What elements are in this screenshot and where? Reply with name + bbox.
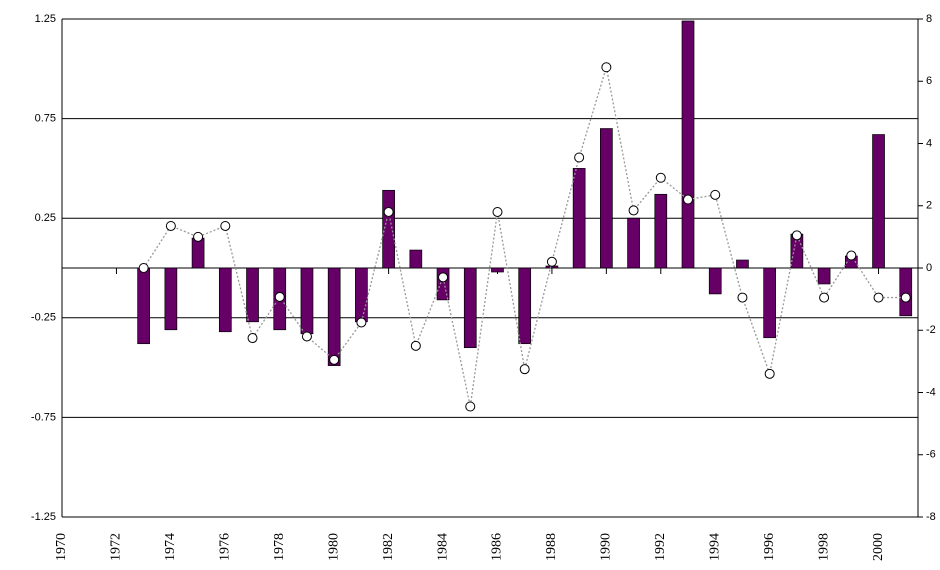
- marker: [193, 231, 204, 242]
- marker: [383, 206, 394, 217]
- x-tick-label: 1992: [653, 533, 668, 561]
- marker: [519, 364, 530, 375]
- marker: [764, 368, 775, 379]
- bar: [491, 267, 504, 273]
- bar: [654, 193, 668, 269]
- marker: [900, 292, 911, 303]
- marker: [601, 62, 612, 73]
- x-tick-label: 2000: [871, 533, 886, 561]
- bar: [572, 168, 586, 269]
- bar: [627, 217, 640, 269]
- x-tick-label: 1996: [762, 533, 777, 561]
- marker: [873, 292, 884, 303]
- marker: [819, 292, 830, 303]
- y2-tick-label: -8: [926, 511, 936, 523]
- bar: [191, 237, 205, 269]
- x-tick-label: 1970: [54, 533, 69, 561]
- bar: [763, 267, 777, 339]
- x-tick-label: 1972: [109, 533, 124, 561]
- x-tick-label: 1986: [490, 533, 505, 561]
- marker: [165, 220, 176, 231]
- marker: [438, 272, 449, 283]
- marker: [683, 194, 694, 205]
- bar: [600, 128, 613, 269]
- x-tick-label: 1974: [163, 533, 178, 561]
- x-tick-label: 1998: [816, 533, 831, 561]
- bar: [899, 267, 913, 317]
- y-tick-label: -0.75: [31, 411, 56, 423]
- marker: [710, 189, 721, 200]
- marker: [574, 152, 585, 163]
- x-tick-label: 1994: [707, 533, 722, 561]
- y2-tick-label: 0: [926, 262, 932, 274]
- y2-tick-label: 2: [926, 200, 932, 212]
- y-tick-label: 0.25: [35, 212, 56, 224]
- y-tick-label: 0.75: [35, 113, 56, 125]
- marker: [791, 230, 802, 241]
- marker: [846, 250, 857, 261]
- marker: [410, 340, 421, 351]
- marker: [356, 317, 367, 328]
- bar: [246, 267, 259, 323]
- bar: [164, 267, 178, 331]
- bar: [872, 134, 885, 269]
- marker: [655, 172, 666, 183]
- bar: [817, 267, 831, 285]
- bar: [736, 259, 749, 269]
- bar: [327, 267, 341, 366]
- x-tick-label: 1990: [599, 533, 614, 561]
- y-tick-label: -1.25: [31, 511, 56, 523]
- marker: [247, 333, 258, 344]
- bar: [355, 267, 368, 323]
- marker: [301, 331, 312, 342]
- marker: [465, 401, 476, 412]
- x-tick-label: 1988: [544, 533, 559, 561]
- y-tick-label: 1.25: [35, 13, 56, 25]
- x-tick-label: 1984: [435, 533, 450, 561]
- bar: [708, 267, 722, 295]
- bar: [409, 249, 423, 269]
- y2-tick-label: -6: [926, 449, 936, 461]
- y2-tick-label: 6: [926, 75, 932, 87]
- x-tick-label: 1976: [218, 533, 233, 561]
- marker: [492, 206, 503, 217]
- y-tick-label: -0.25: [31, 312, 56, 324]
- bar: [436, 267, 450, 301]
- marker: [546, 256, 557, 267]
- bar: [463, 267, 477, 349]
- bar: [681, 20, 695, 269]
- y2-tick-label: 4: [926, 137, 932, 149]
- bar: [218, 267, 232, 333]
- y2-tick-label: 8: [926, 13, 932, 25]
- marker: [628, 205, 639, 216]
- line: [143, 67, 906, 407]
- marker: [329, 354, 340, 365]
- marker: [274, 291, 285, 302]
- bar: [300, 267, 314, 335]
- marker: [220, 220, 231, 231]
- x-tick-label: 1980: [326, 533, 341, 561]
- y2-tick-label: -4: [926, 386, 936, 398]
- x-tick-label: 1982: [381, 533, 396, 561]
- bar: [518, 267, 532, 345]
- x-tick-label: 1978: [272, 533, 287, 561]
- bar: [137, 267, 150, 345]
- y2-tick-label: -2: [926, 324, 936, 336]
- marker: [138, 263, 149, 273]
- marker: [737, 292, 748, 303]
- bar: [382, 189, 395, 269]
